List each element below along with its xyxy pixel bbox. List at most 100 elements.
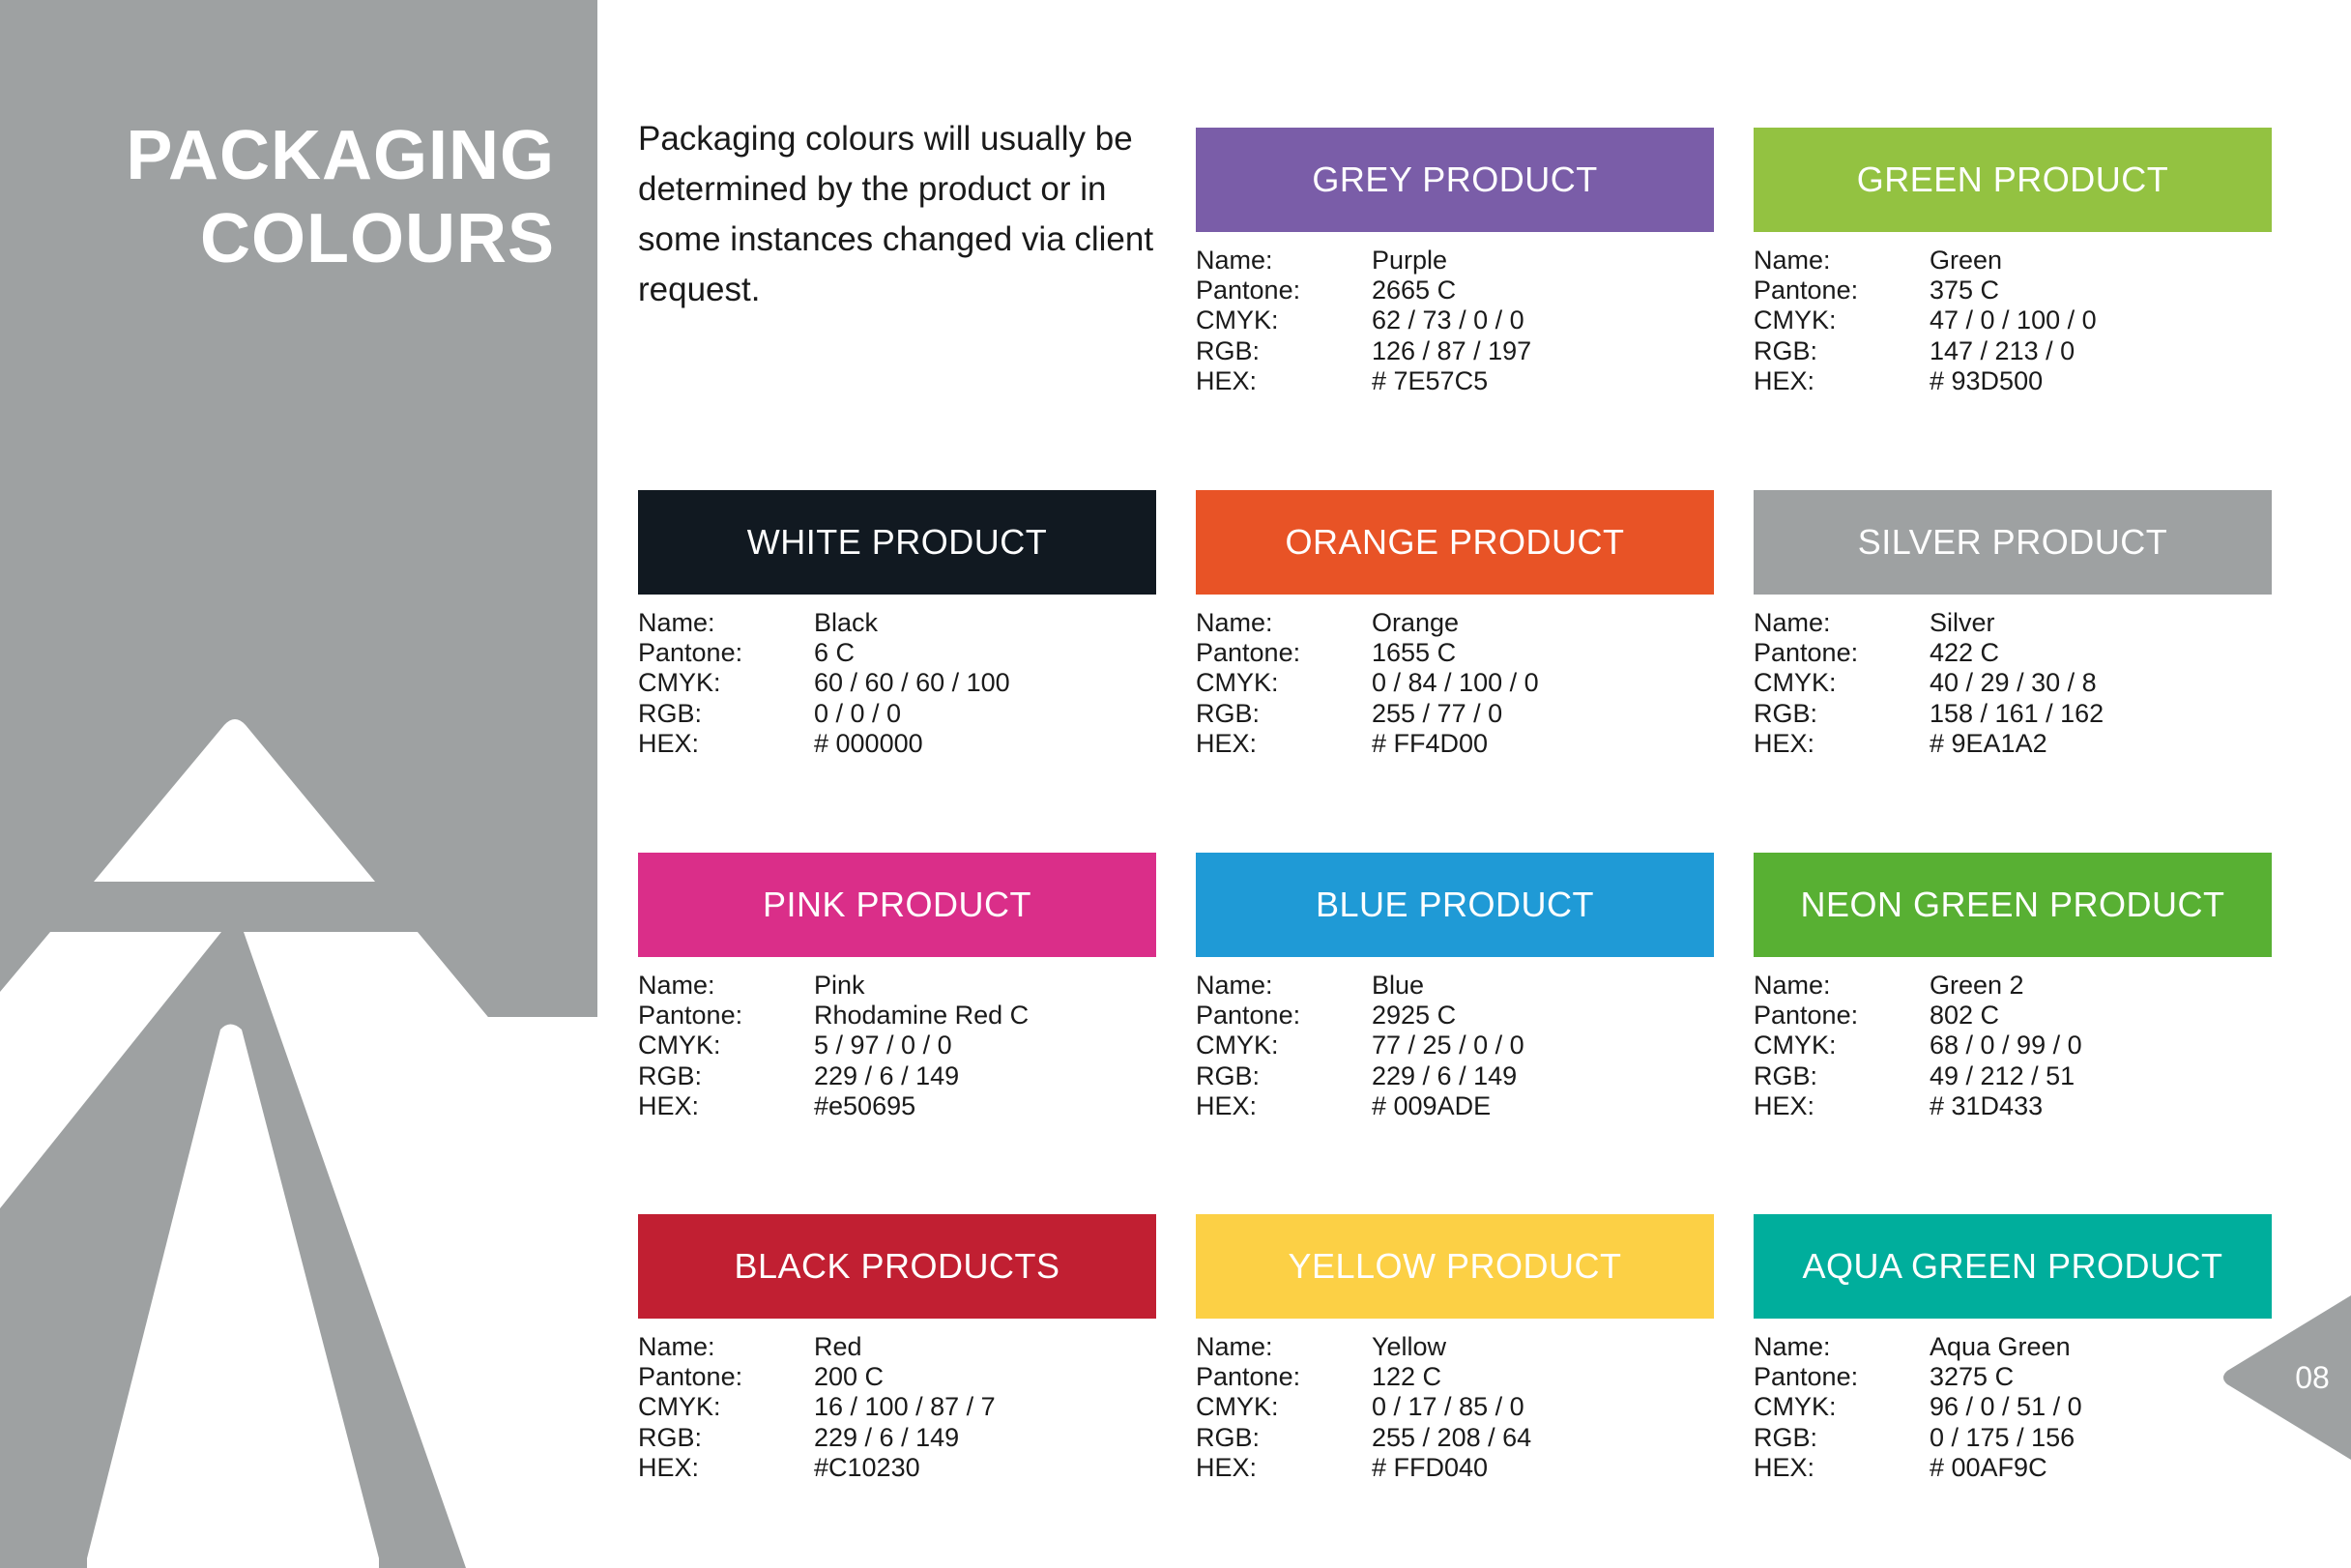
spec-value: # 31D433 [1930,1090,2044,1120]
spec-row-rgb: RGB: 49 / 212 / 51 [1754,1061,2272,1091]
page-title-line-1: PACKAGING [126,117,555,194]
swatch-specs: Name: Silver Pantone: 422 C CMYK: 40 / 29 / 3… [1754,608,2272,759]
spec-value: 0 / 175 / 156 [1930,1422,2075,1452]
spec-value: Green [1930,246,2003,275]
spec-label: Pantone: [1754,1362,1859,1392]
spec-value: 6 C [814,638,856,668]
spec-row-name: Name: Purple [1196,246,1714,276]
spec-row-hex: HEX: # 31D433 [1754,1091,2272,1121]
swatch-header: PINK PRODUCT [638,853,1156,957]
spec-value: Black [814,608,879,637]
spec-row-name: Name: Green [1754,246,2272,276]
swatch-specs: Name: Pink Pantone: Rhodamine Red C CMYK: 5 /… [638,971,1156,1121]
colour-swatch: WHITE PRODUCT Name: Black Pantone: 6 C CMYK: 6… [638,490,1156,759]
spec-value: # 7E57C5 [1372,365,1489,395]
spec-label: HEX: [1754,365,1815,395]
spec-row-pantone: Pantone: 6 C [638,638,1156,668]
spec-label: CMYK: [1196,668,1279,698]
spec-row-hex: HEX: #C10230 [638,1453,1156,1483]
spec-value: 62 / 73 / 0 / 0 [1372,305,1524,335]
spec-value: 375 C [1930,276,2000,305]
brand-chevron-graphic [0,0,597,1568]
spec-row-name: Name: Blue [1196,971,1714,1001]
spec-label: RGB: [1196,335,1261,365]
spec-label: Name: [1754,608,1831,637]
spec-value: #e50695 [814,1090,916,1120]
colour-swatch: SILVER PRODUCT Name: Silver Pantone: 422 C CM… [1754,490,2272,759]
spec-label: RGB: [1754,1060,1818,1090]
spec-row-pantone: Pantone: 3275 C [1754,1362,2272,1392]
spec-value: 3275 C [1930,1362,2015,1392]
spec-value: 147 / 213 / 0 [1930,335,2075,365]
spec-row-hex: HEX: # 9EA1A2 [1754,729,2272,759]
side-panel [0,0,597,1568]
spec-value: Silver [1930,608,1995,637]
spec-label: RGB: [638,698,703,728]
spec-value: 126 / 87 / 197 [1372,335,1532,365]
spec-label: HEX: [1754,1090,1815,1120]
spec-row-name: Name: Yellow [1196,1332,1714,1362]
swatch-header: BLUE PRODUCT [1196,853,1714,957]
spec-value: 49 / 212 / 51 [1930,1060,2075,1090]
spec-label: HEX: [638,728,700,758]
spec-label: CMYK: [638,668,721,698]
spec-row-name: Name: Pink [638,971,1156,1001]
spec-row-hex: HEX: # FFD040 [1196,1453,1714,1483]
swatch-header: GREEN PRODUCT [1754,128,2272,232]
spec-value: # 00AF9C [1930,1452,2047,1482]
spec-value: Red [814,1332,862,1361]
spec-row-name: Name: Green 2 [1754,971,2272,1001]
swatch-header: AQUA GREEN PRODUCT [1754,1214,2272,1319]
spec-value: # 009ADE [1372,1090,1492,1120]
spec-row-pantone: Pantone: 200 C [638,1362,1156,1392]
spec-row-cmyk: CMYK: 62 / 73 / 0 / 0 [1196,305,1714,335]
spec-value: # FFD040 [1372,1452,1489,1482]
spec-value: Rhodamine Red C [814,1001,1030,1031]
spec-label: Pantone: [1196,276,1301,305]
swatch-header: BLACK PRODUCTS [638,1214,1156,1319]
spec-row-hex: HEX: #e50695 [638,1091,1156,1121]
spec-value: 200 C [814,1362,885,1392]
spec-row-rgb: RGB: 0 / 0 / 0 [638,699,1156,729]
spec-label: Name: [1754,971,1831,1000]
spec-label: CMYK: [638,1392,721,1422]
page-number: 08 [2295,1360,2330,1395]
spec-row-hex: HEX: # 93D500 [1754,366,2272,396]
spec-label: RGB: [638,1422,703,1452]
spec-value: #C10230 [814,1452,920,1482]
spec-label: CMYK: [1754,668,1837,698]
intro-text: Packaging colours will usually be determ… [638,120,1154,308]
spec-label: Pantone: [1196,1001,1301,1031]
spec-value: 5 / 97 / 0 / 0 [814,1031,952,1060]
spec-row-cmyk: CMYK: 47 / 0 / 100 / 0 [1754,305,2272,335]
spec-label: Pantone: [638,1001,743,1031]
spec-value: 422 C [1930,638,2000,668]
spec-value: # 9EA1A2 [1930,728,2047,758]
spec-label: CMYK: [1754,1392,1837,1422]
spec-value: Green 2 [1930,971,2024,1000]
spec-value: 2925 C [1372,1001,1457,1031]
spec-value: Purple [1372,246,1448,275]
spec-row-cmyk: CMYK: 40 / 29 / 30 / 8 [1754,668,2272,698]
spec-value: 802 C [1930,1001,2000,1031]
spec-label: CMYK: [1196,1031,1279,1060]
swatch-header: NEON GREEN PRODUCT [1754,853,2272,957]
spec-value: # 93D500 [1930,365,2044,395]
spec-label: Pantone: [1196,1362,1301,1392]
spec-label: HEX: [1196,365,1258,395]
spec-label: CMYK: [638,1031,721,1060]
spec-value: 229 / 6 / 149 [814,1060,960,1090]
spec-label: RGB: [1754,335,1818,365]
spec-value: 255 / 77 / 0 [1372,698,1503,728]
spec-label: RGB: [1196,698,1261,728]
spec-row-rgb: RGB: 255 / 77 / 0 [1196,699,1714,729]
swatch-header: GREY PRODUCT [1196,128,1714,232]
spec-value: 158 / 161 / 162 [1930,698,2104,728]
spec-label: Name: [638,1332,715,1361]
spec-row-cmyk: CMYK: 0 / 84 / 100 / 0 [1196,668,1714,698]
spec-label: Pantone: [1754,1001,1859,1031]
spec-value: Orange [1372,608,1460,637]
spec-label: Name: [1196,1332,1273,1361]
colour-swatch: PINK PRODUCT Name: Pink Pantone: Rhodamine R… [638,853,1156,1121]
